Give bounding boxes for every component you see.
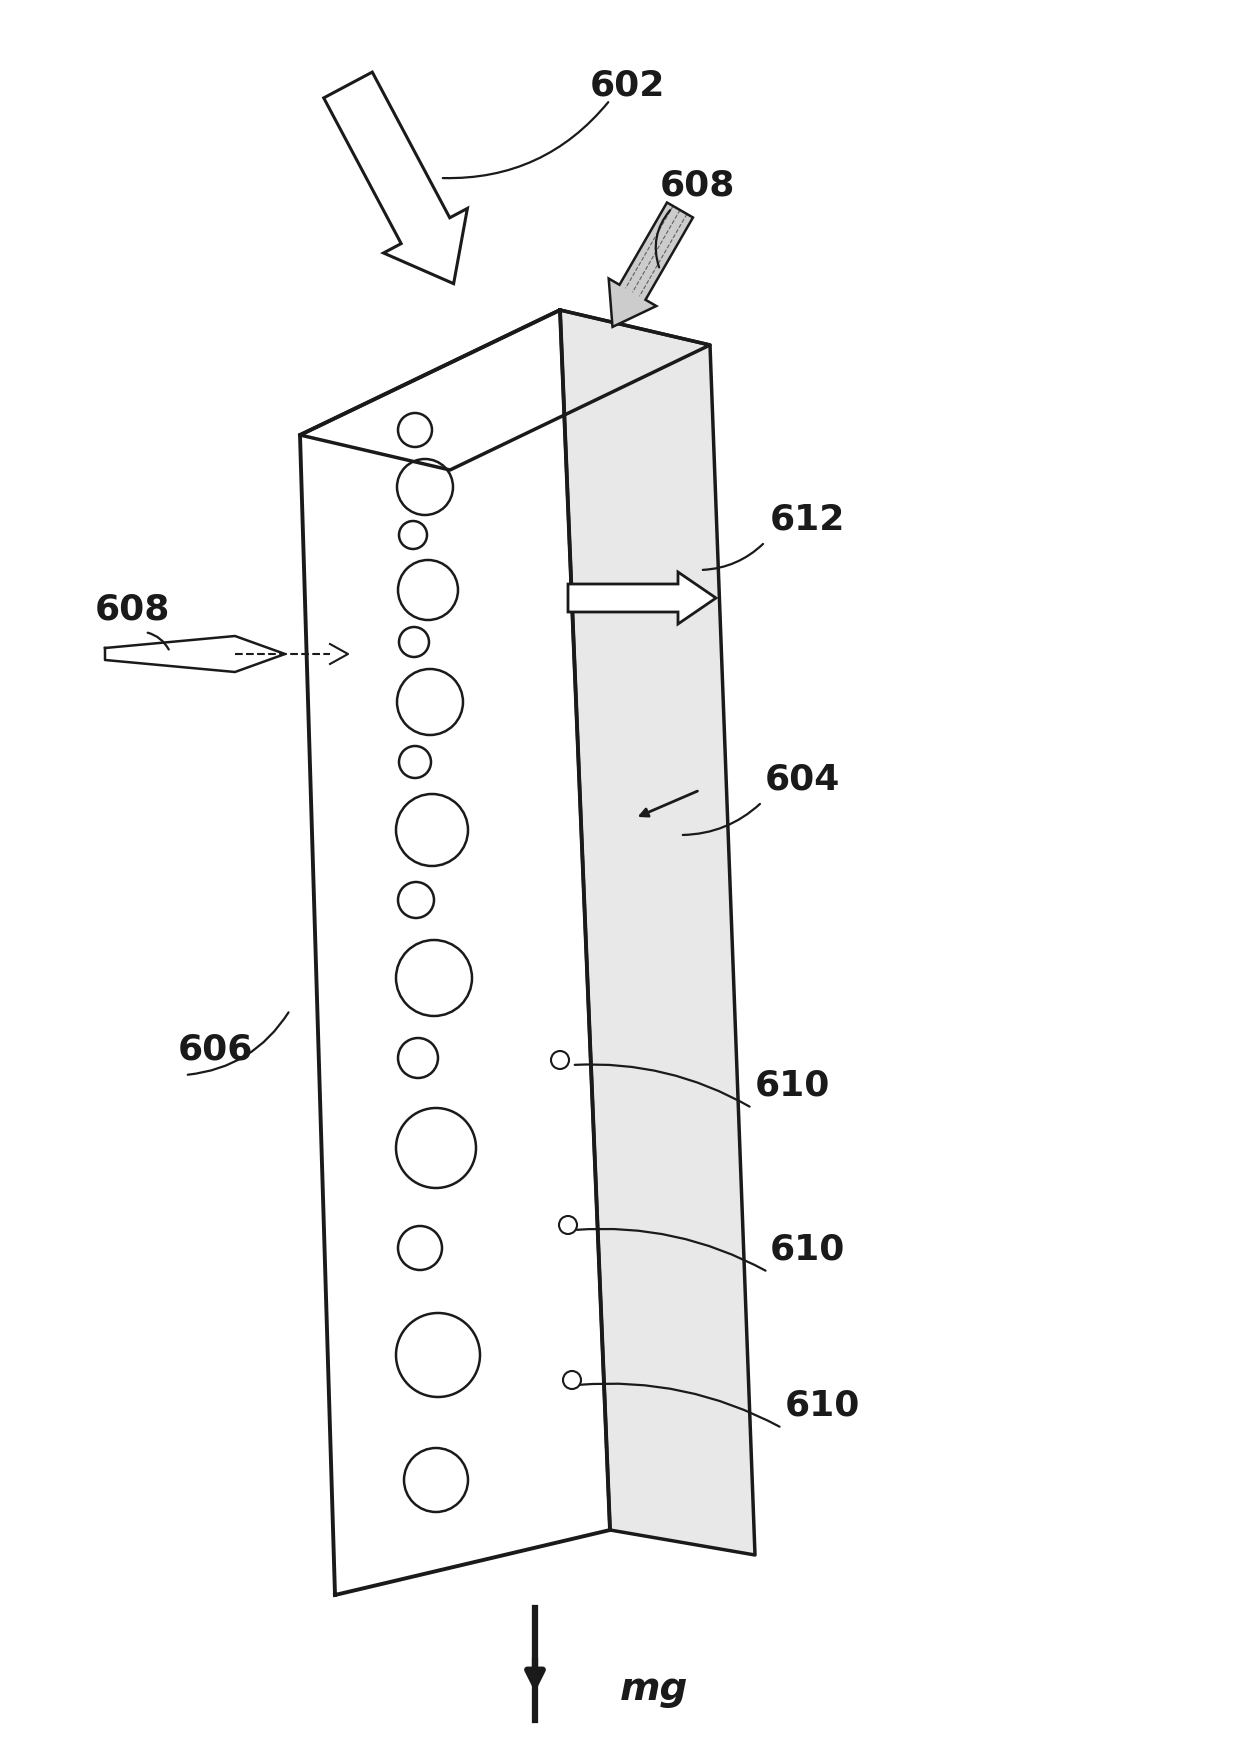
Polygon shape	[300, 310, 610, 1595]
Polygon shape	[105, 636, 285, 673]
Text: 610: 610	[755, 1067, 831, 1102]
Polygon shape	[560, 310, 755, 1555]
Polygon shape	[609, 203, 693, 328]
Text: 610: 610	[785, 1388, 861, 1421]
Text: 604: 604	[765, 763, 841, 798]
Text: 606: 606	[179, 1034, 253, 1067]
Text: 602: 602	[590, 69, 666, 102]
Polygon shape	[324, 72, 467, 284]
Text: mg: mg	[620, 1669, 688, 1708]
Text: 608: 608	[95, 593, 170, 627]
Text: 608: 608	[660, 167, 735, 203]
Polygon shape	[300, 310, 711, 470]
Text: 612: 612	[770, 504, 846, 537]
Text: 610: 610	[770, 1233, 846, 1266]
Polygon shape	[568, 572, 715, 623]
